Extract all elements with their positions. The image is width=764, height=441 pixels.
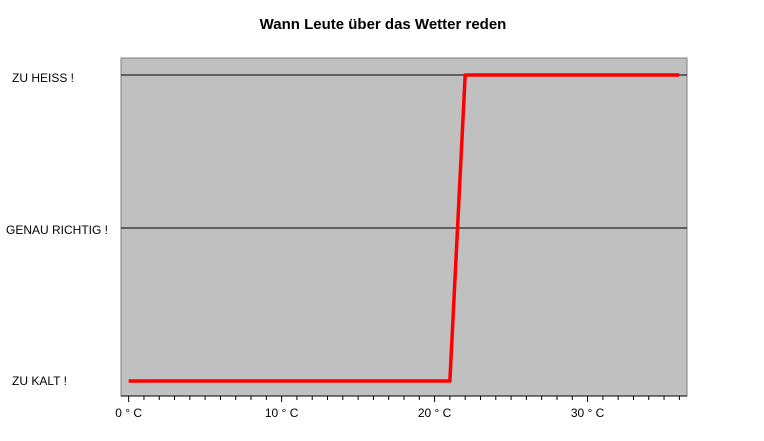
series-line: [128, 73, 680, 383]
x-axis-labels: 0 ° C 10 ° C 20 ° C 30 ° C: [115, 406, 604, 420]
x-tick-label: 0 ° C: [115, 406, 142, 420]
plot-area: [120, 57, 688, 397]
chart-title: Wann Leute über das Wetter reden: [260, 16, 507, 33]
x-tick-label: 20 ° C: [418, 406, 452, 420]
y-label-just-right: GENAU RICHTIG !: [6, 223, 108, 237]
x-tick-label: 10 ° C: [265, 406, 299, 420]
y-label-too-hot: ZU HEISS !: [12, 71, 74, 85]
x-tick-label: 30 ° C: [571, 406, 605, 420]
series-group: [128, 73, 680, 383]
x-axis: [121, 395, 687, 402]
y-label-too-cold: ZU KALT !: [12, 374, 67, 388]
y-axis-labels: ZU HEISS ! GENAU RICHTIG ! ZU KALT !: [6, 71, 108, 388]
